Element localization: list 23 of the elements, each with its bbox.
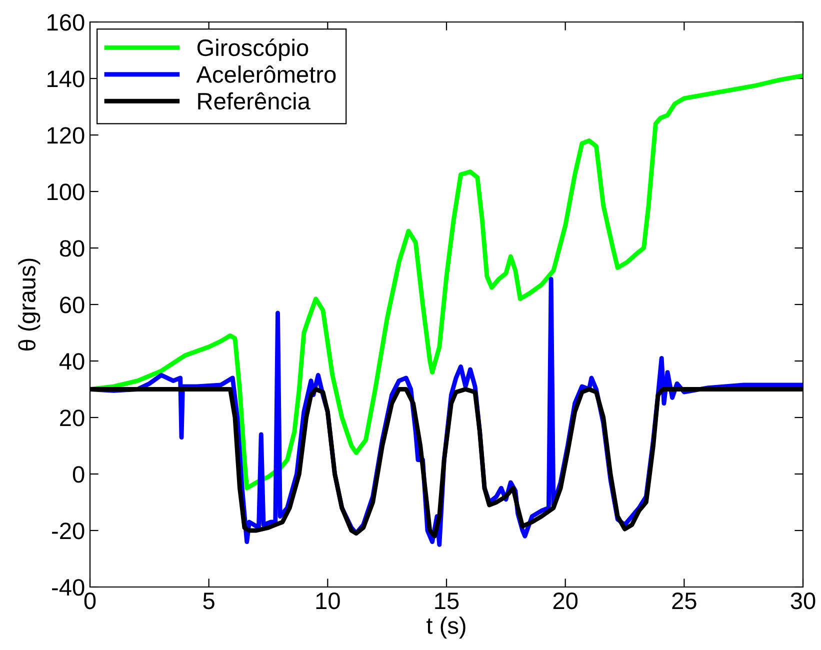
y-tick-label: 20 (60, 410, 84, 426)
x-tick-label: 0 (84, 592, 96, 610)
y-tick-label: -40 (52, 579, 84, 596)
y-tick-label: 160 (48, 14, 84, 31)
y-tick-label: 60 (60, 296, 84, 314)
x-tick-label: 25 (672, 592, 696, 610)
x-tick-label: 30 (790, 592, 816, 610)
y-tick-label: 80 (60, 240, 84, 257)
x-tick-label: 20 (553, 592, 578, 610)
y-tick-label: 140 (48, 70, 84, 88)
legend-label: Giroscópio (197, 38, 308, 61)
y-tick-label: -20 (52, 522, 84, 540)
x-tick-label: 15 (435, 592, 459, 610)
x-axis-title: t (s) (426, 616, 466, 639)
y-axis-title: θ (graus) (18, 258, 40, 351)
legend-label: Acelerômetro (196, 65, 336, 83)
legend-label: Referência (198, 92, 310, 110)
y-tick-label: 120 (48, 127, 84, 144)
y-tick-label: 100 (48, 184, 84, 200)
y-tick-label: 40 (59, 353, 84, 370)
x-tick-label: 5 (203, 592, 214, 610)
x-tick-label: 10 (316, 592, 340, 610)
y-tick-label: 0 (72, 466, 84, 483)
